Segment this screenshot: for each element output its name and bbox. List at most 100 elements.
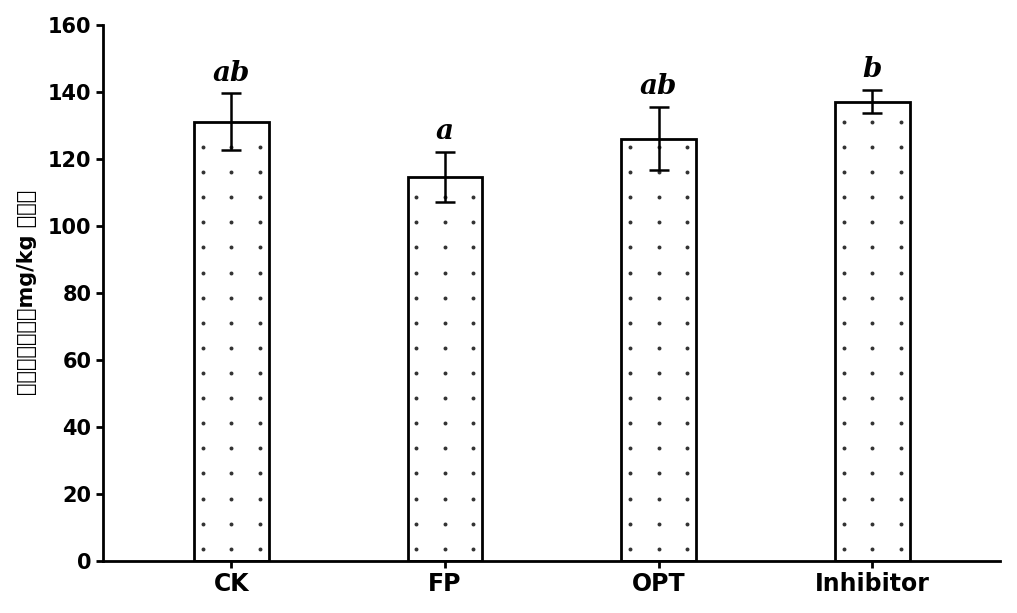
Point (864, 192, 881, 202)
Point (622, 318, 639, 327)
Point (836, 519, 852, 528)
Point (864, 268, 881, 278)
Point (678, 519, 695, 528)
Point (622, 519, 639, 528)
Point (678, 142, 695, 152)
Point (223, 544, 239, 554)
Point (223, 493, 239, 503)
Point (622, 393, 639, 403)
Bar (621, 139, 696, 560)
Point (893, 293, 909, 303)
Point (251, 443, 267, 453)
Point (678, 418, 695, 428)
Point (836, 368, 852, 378)
Point (651, 167, 667, 177)
Bar (194, 122, 268, 560)
Point (436, 218, 453, 227)
Point (678, 268, 695, 278)
Point (651, 243, 667, 253)
Point (436, 418, 453, 428)
Point (622, 544, 639, 554)
Point (251, 142, 267, 152)
Point (836, 443, 852, 453)
Point (465, 243, 481, 253)
Point (864, 468, 881, 478)
Point (622, 218, 639, 227)
Point (409, 468, 425, 478)
Point (409, 343, 425, 352)
Point (864, 519, 881, 528)
Point (893, 393, 909, 403)
Point (465, 443, 481, 453)
Point (678, 318, 695, 327)
Point (409, 368, 425, 378)
Point (678, 368, 695, 378)
Point (194, 343, 211, 352)
Point (678, 192, 695, 202)
Point (251, 418, 267, 428)
Text: ab: ab (213, 59, 250, 86)
Point (465, 418, 481, 428)
Point (678, 468, 695, 478)
Point (251, 368, 267, 378)
Point (194, 368, 211, 378)
Point (651, 318, 667, 327)
Text: b: b (862, 56, 882, 83)
Point (836, 544, 852, 554)
Point (651, 368, 667, 378)
Point (223, 368, 239, 378)
Point (622, 468, 639, 478)
Point (194, 243, 211, 253)
Point (251, 393, 267, 403)
Point (223, 393, 239, 403)
Point (893, 218, 909, 227)
Point (465, 468, 481, 478)
Point (194, 218, 211, 227)
Point (836, 393, 852, 403)
Point (409, 268, 425, 278)
Point (409, 443, 425, 453)
Point (864, 368, 881, 378)
Point (622, 343, 639, 352)
Point (864, 418, 881, 428)
Text: ab: ab (640, 73, 677, 100)
Point (251, 293, 267, 303)
Point (223, 167, 239, 177)
Point (651, 493, 667, 503)
Point (251, 519, 267, 528)
Point (678, 393, 695, 403)
Point (465, 519, 481, 528)
Point (465, 493, 481, 503)
Point (836, 192, 852, 202)
Point (651, 393, 667, 403)
Point (436, 393, 453, 403)
Point (836, 468, 852, 478)
Point (678, 167, 695, 177)
Point (678, 218, 695, 227)
Point (678, 544, 695, 554)
Point (651, 268, 667, 278)
Point (893, 544, 909, 554)
Point (251, 218, 267, 227)
Point (465, 343, 481, 352)
Point (836, 243, 852, 253)
Point (893, 318, 909, 327)
Point (223, 268, 239, 278)
Point (893, 167, 909, 177)
Point (651, 218, 667, 227)
Point (651, 192, 667, 202)
Point (223, 142, 239, 152)
Point (194, 493, 211, 503)
Point (223, 343, 239, 352)
Point (409, 544, 425, 554)
Point (893, 142, 909, 152)
Point (223, 192, 239, 202)
Point (194, 268, 211, 278)
Point (436, 368, 453, 378)
Point (194, 142, 211, 152)
Point (194, 443, 211, 453)
Point (223, 293, 239, 303)
Point (251, 343, 267, 352)
Point (836, 218, 852, 227)
Point (836, 343, 852, 352)
